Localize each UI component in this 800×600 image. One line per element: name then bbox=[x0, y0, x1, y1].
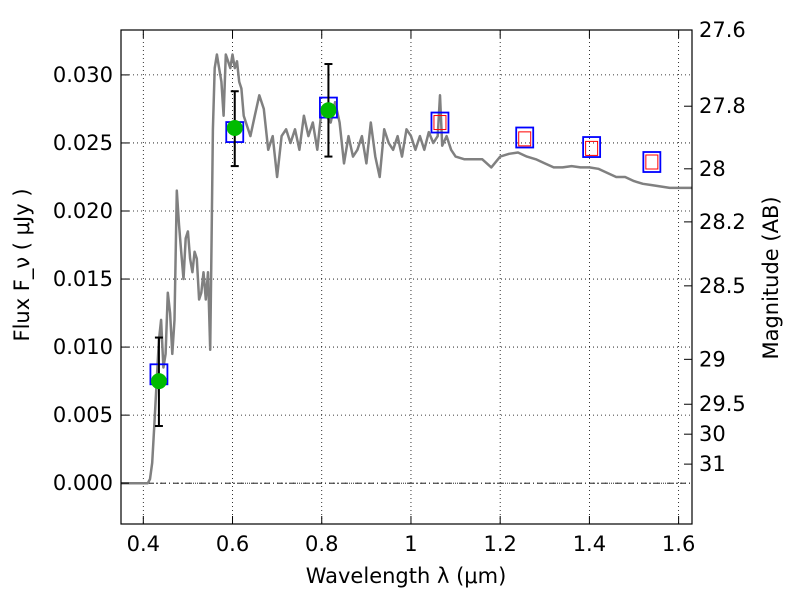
y2-axis-title: Magnitude (AB) bbox=[759, 196, 783, 359]
observed-point bbox=[320, 102, 337, 119]
y-tick-label: 0.000 bbox=[53, 471, 113, 495]
model-square-point bbox=[582, 136, 602, 158]
plot-frame bbox=[120, 29, 693, 525]
y-tick-label: 0.030 bbox=[53, 63, 113, 87]
model-inner-square-point bbox=[518, 131, 532, 147]
x-tick-label: 1 bbox=[404, 532, 417, 556]
y-tick-label: 0.010 bbox=[53, 335, 113, 359]
y2-tick-label: 27.6 bbox=[699, 18, 746, 42]
y-axis-title: Flux F_ν ( μJy ) bbox=[10, 188, 35, 341]
x-tick-label: 0.8 bbox=[305, 532, 338, 556]
y2-tick-label: 28.5 bbox=[699, 274, 746, 298]
y2-tick-label: 28 bbox=[699, 157, 726, 181]
x-axis-title: Wavelength λ (μm) bbox=[306, 564, 507, 588]
y-tick-label: 0.020 bbox=[53, 199, 113, 223]
model-square-point bbox=[515, 126, 535, 149]
y2-tick-label: 29 bbox=[699, 347, 726, 371]
observed-point bbox=[226, 119, 243, 136]
y2-tick-label: 27.8 bbox=[699, 94, 746, 118]
axes: 0.4 0.6 0.8 1 1.2 1.4 1.6 0.000 0.005 0.010 0.015 0… bbox=[53, 18, 746, 556]
x-tick-label: 0.6 bbox=[216, 532, 249, 556]
y-tick-label: 0.005 bbox=[53, 403, 113, 427]
grid bbox=[121, 30, 692, 524]
model-inner-square-point bbox=[433, 115, 447, 131]
model-inner-square-point bbox=[585, 140, 599, 156]
y-tick-label: 0.015 bbox=[53, 267, 113, 291]
model-inner-square-point bbox=[645, 154, 659, 170]
model-square-point bbox=[642, 151, 662, 173]
observed-point bbox=[150, 373, 167, 390]
y-tick-label: 0.025 bbox=[53, 131, 113, 155]
y2-tick-label: 31 bbox=[699, 452, 726, 476]
x-tick-label: 0.4 bbox=[127, 532, 160, 556]
x-tick-label: 1.2 bbox=[483, 532, 516, 556]
plot-area bbox=[121, 53, 692, 485]
y2-tick-label: 28.2 bbox=[699, 210, 746, 234]
x-tick-label: 1.4 bbox=[573, 532, 606, 556]
x-tick-label: 1.6 bbox=[662, 532, 695, 556]
y2-tick-label: 29.5 bbox=[699, 392, 746, 416]
spectrum-line bbox=[121, 53, 692, 485]
model-square-point bbox=[430, 111, 450, 134]
y2-tick-label: 30 bbox=[699, 422, 726, 446]
